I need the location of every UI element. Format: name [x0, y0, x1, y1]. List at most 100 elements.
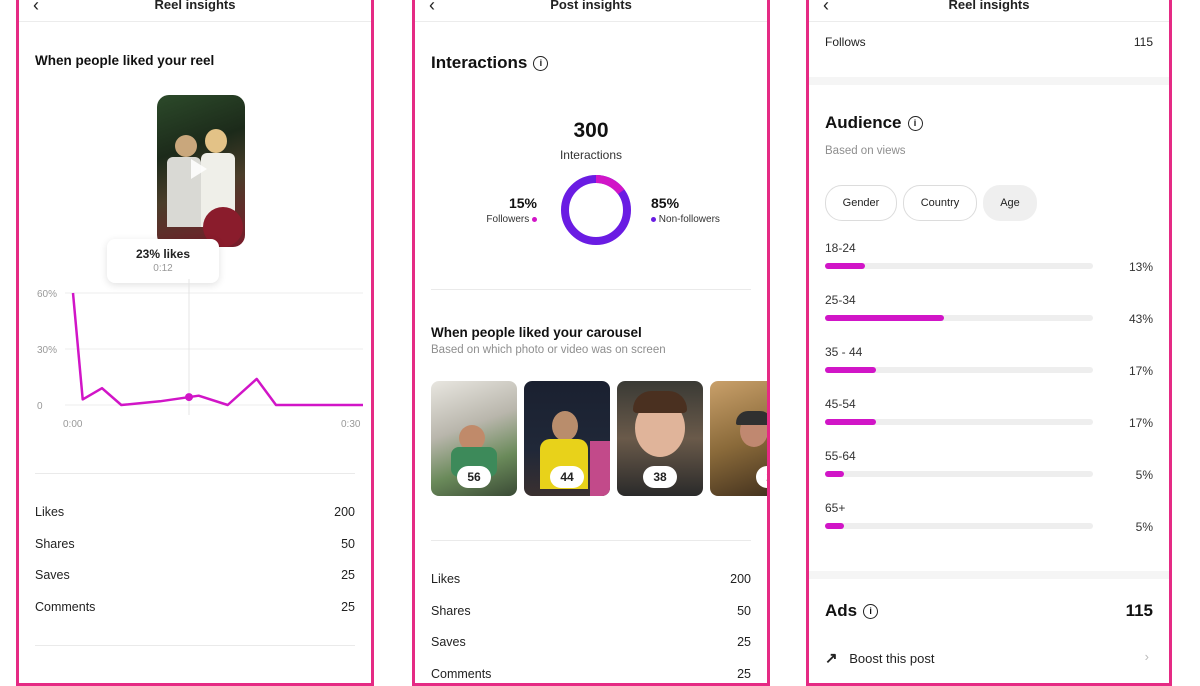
age-bar-fill — [825, 523, 844, 529]
person-head — [175, 135, 197, 157]
screen-title: Reel insights — [809, 0, 1169, 12]
carousel-thumb[interactable]: 56 — [431, 381, 517, 496]
tooltip-value: 23% likes — [107, 247, 219, 261]
ads-title: Ads — [825, 601, 857, 620]
divider — [431, 540, 751, 541]
trending-up-icon: ↗ — [825, 650, 838, 667]
age-group-percent: 43% — [1129, 312, 1153, 326]
followers-label: Followers — [486, 214, 529, 225]
follows-label: Follows — [825, 35, 866, 49]
post-insights-panel: ‹ Post insights Interactions i 300 Intera… — [412, 0, 770, 686]
highlight-point — [185, 393, 193, 401]
age-bar-fill — [825, 471, 844, 477]
age-group-percent: 13% — [1129, 260, 1153, 274]
like-count-badge: 56 — [457, 466, 491, 488]
stat-label: Likes — [35, 505, 64, 519]
stat-row: Likes 200 — [35, 505, 355, 525]
interactions-heading: Interactions i — [431, 53, 548, 73]
chip-country[interactable]: Country — [903, 185, 977, 221]
stat-row: Saves 25 — [431, 635, 751, 655]
age-group-percent: 5% — [1136, 468, 1153, 482]
audience-filter-chips: Gender Country Age — [825, 185, 1155, 221]
follows-value: 115 — [1134, 35, 1153, 49]
stat-label: Shares — [431, 604, 471, 618]
top-bar: ‹ Reel insights — [809, 0, 1169, 22]
info-icon[interactable]: i — [863, 604, 878, 619]
stat-label: Saves — [35, 568, 70, 582]
carousel-title: When people liked your carousel — [431, 325, 642, 340]
info-icon[interactable]: i — [533, 56, 548, 71]
screen-title: Reel insights — [19, 0, 371, 12]
age-bar-fill — [825, 419, 876, 425]
person-head — [552, 411, 578, 441]
age-group-label: 65+ — [825, 501, 845, 515]
interactions-total: 300 — [415, 119, 767, 143]
reel-insights-panel-2: ‹ Reel insights Follows 115 Audience i Ba… — [806, 0, 1172, 686]
age-group-percent: 17% — [1129, 364, 1153, 378]
stat-label: Shares — [35, 537, 75, 551]
interactions-donut-chart[interactable] — [559, 173, 633, 247]
interactions-title: Interactions — [431, 53, 527, 72]
ads-value: 115 — [1126, 601, 1153, 621]
x-tick-label: 0:00 — [63, 419, 83, 430]
stat-value: 25 — [737, 667, 751, 681]
age-bar-fill — [825, 315, 944, 321]
carousel-subtitle: Based on which photo or video was on scr… — [431, 344, 666, 356]
followers-dot-icon — [532, 217, 537, 222]
age-group-label: 45-54 — [825, 397, 856, 411]
followers-legend: 15% Followers — [475, 195, 537, 225]
carousel-thumb[interactable]: 44 — [524, 381, 610, 496]
age-bar-track — [825, 471, 1093, 477]
top-bar: ‹ Post insights — [415, 0, 767, 22]
boost-label: Boost this post — [849, 651, 934, 666]
stat-value: 50 — [737, 604, 751, 618]
section-separator — [809, 571, 1169, 579]
play-icon[interactable] — [191, 159, 207, 179]
reel-preview[interactable] — [157, 95, 245, 247]
carousel-thumb[interactable]: 25 — [710, 381, 770, 496]
audience-heading: Audience i — [825, 113, 923, 133]
stat-row: Shares 50 — [431, 604, 751, 624]
chip-gender[interactable]: Gender — [825, 185, 897, 221]
age-bar-track — [825, 315, 1093, 321]
divider — [35, 645, 355, 646]
stat-label: Comments — [431, 667, 491, 681]
stat-label: Saves — [431, 635, 466, 649]
nonfollowers-percent: 85% — [651, 195, 751, 211]
person-head — [205, 129, 227, 153]
age-group-label: 25-34 — [825, 293, 856, 307]
nonfollowers-legend: 85% Non-followers — [651, 195, 751, 225]
age-bar-track — [825, 419, 1093, 425]
section-separator — [809, 77, 1169, 85]
nonfollowers-label: Non-followers — [659, 214, 720, 225]
age-bar-track — [825, 523, 1093, 529]
stat-value: 25 — [341, 600, 355, 614]
carousel-thumb[interactable]: 38 — [617, 381, 703, 496]
x-tick-label: 0:30 — [341, 419, 361, 430]
age-group-label: 55-64 — [825, 449, 856, 463]
divider — [35, 473, 355, 474]
age-group-label: 35 - 44 — [825, 345, 862, 359]
chip-age[interactable]: Age — [983, 185, 1037, 221]
age-group-label: 18-24 — [825, 241, 856, 255]
divider — [431, 289, 751, 290]
audience-subtitle: Based on views — [825, 145, 906, 157]
audience-title: Audience — [825, 113, 902, 132]
follows-row: Follows 115 — [825, 35, 1153, 55]
followers-percent: 15% — [475, 195, 537, 211]
y-tick-label: 0 — [37, 401, 43, 412]
stat-value: 200 — [334, 505, 355, 519]
age-bar-track — [825, 263, 1093, 269]
boost-post-row[interactable]: ↗ Boost this post › — [825, 649, 1153, 671]
age-bar-fill — [825, 263, 865, 269]
age-group-percent: 5% — [1136, 520, 1153, 534]
stat-value: 25 — [737, 635, 751, 649]
age-group-percent: 17% — [1129, 416, 1153, 430]
info-icon[interactable]: i — [908, 116, 923, 131]
